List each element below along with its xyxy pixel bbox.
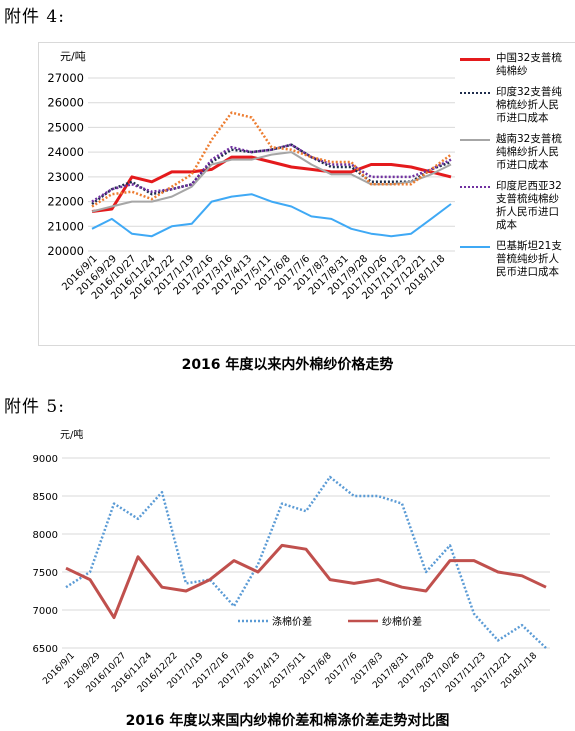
chart-2-unit-label: 元/吨: [60, 428, 83, 441]
chart-1-unit-label: 元/吨: [60, 50, 86, 63]
chart-1-frame: [38, 42, 575, 346]
chart-1-legend-entry: 中国32支普梳纯棉纱: [460, 52, 572, 78]
chart-1-series-line-4: [91, 143, 452, 203]
chart-2-legend-label: 纱棉价差: [382, 615, 422, 628]
chart-1-legend-swatch: [460, 246, 490, 248]
chart-2-legend-label: 涤棉价差: [272, 615, 312, 628]
chart-1-legend-label: 越南32支普梳纯棉纱折人民币进口成本: [496, 133, 562, 171]
chart-2-caption: 2016 年度以来国内纱棉价差和棉涤价差走势对比图: [125, 713, 450, 729]
chart-2-y-tick: 7000: [33, 606, 58, 617]
chart-1-y-tick: 23000: [47, 170, 84, 184]
chart-1-legend-swatch: [460, 58, 490, 61]
chart-1-legend-swatch: [460, 92, 490, 94]
chart-1-legend-label: 巴基斯坦21支普梳纯纱折人民币进口成本: [496, 240, 562, 278]
chart-1-y-tick: 26000: [47, 96, 84, 110]
attachment-4-label: 附件 4:: [4, 7, 65, 27]
chart-1-legend-entry: 越南32支普梳纯棉纱折人民币进口成本: [460, 133, 572, 172]
chart-1-y-tick: 20000: [47, 244, 84, 258]
chart-2-y-tick: 9000: [33, 454, 58, 465]
chart-1-y-tick: 22000: [47, 195, 84, 209]
chart-2-y-tick: 6500: [33, 644, 58, 655]
chart-1-legend-entry: 印度尼西亚32支普梳纯棉纱折人民币进口成本: [460, 180, 572, 232]
chart-2-series-line-1: [65, 475, 547, 649]
chart-2-y-tick: 8000: [33, 530, 58, 541]
chart-1-y-tick: 27000: [47, 71, 84, 85]
chart-2-series-line-2: [65, 543, 547, 620]
chart-1-y-tick: 21000: [47, 219, 84, 233]
chart-1-legend-entry: 巴基斯坦21支普梳纯纱折人民币进口成本: [460, 240, 572, 279]
chart-1-caption: 2016 年度以来内外棉纱价格走势: [181, 357, 394, 373]
chart-1-legend-label: 印度尼西亚32支普梳纯棉纱折人民币进口成本: [496, 180, 562, 231]
chart-1: 元/吨 20000 21000 22000 23000 24000 25000 26000 27…: [47, 50, 455, 302]
chart-1-legend-swatch: [460, 186, 490, 188]
chart-1-series-line-5: [91, 193, 452, 238]
chart-2-y-tick: 7500: [33, 568, 58, 579]
chart-1-y-tick: 25000: [47, 120, 84, 134]
chart-2: 元/吨6500700075008000850090002016/9/12016/…: [33, 428, 550, 695]
chart-1-legend-swatch: [460, 139, 490, 141]
chart-1-legend-label: 印度32支普纯棉梳纱折人民币进口成本: [496, 86, 562, 124]
chart-1-legend-label: 中国32支普梳纯棉纱: [496, 52, 562, 77]
chart-1-y-tick: 24000: [47, 145, 84, 159]
attachment-5-label: 附件 5:: [4, 397, 65, 417]
chart-1-series-line-6: [91, 111, 452, 208]
chart-2-y-tick: 8500: [33, 492, 58, 503]
chart-1-legend: 中国32支普梳纯棉纱印度32支普纯棉梳纱折人民币进口成本 越南32支普梳纯棉纱折人…: [460, 52, 572, 287]
chart-1-legend-entry: 印度32支普纯棉梳纱折人民币进口成本: [460, 86, 572, 125]
chart-1-series-line-1: [91, 155, 452, 213]
